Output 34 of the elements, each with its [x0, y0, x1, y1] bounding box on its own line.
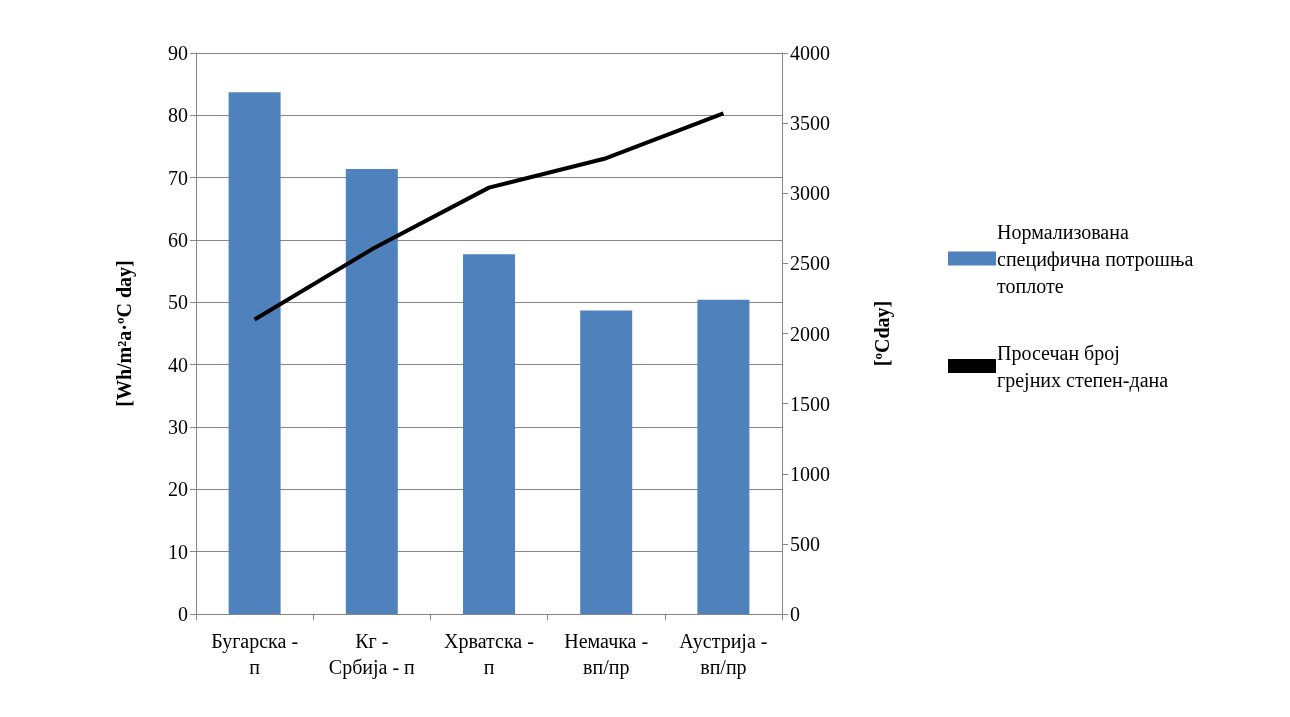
x-tick-label: Немачка - вп/пр: [564, 630, 649, 679]
bar: [463, 254, 515, 614]
y2-tick-label: 3000: [790, 182, 830, 205]
bar: [228, 92, 281, 614]
line-series: [252, 111, 726, 322]
y-tick-label: 0: [178, 603, 188, 625]
y2-tick-label: 2500: [790, 252, 830, 275]
y-tick-label: 70: [168, 166, 188, 189]
legend-label: Нормализована специфична потрошња топлоте: [997, 220, 1194, 297]
y-tick-label: 60: [168, 229, 188, 251]
y2-tick-label: 500: [790, 532, 820, 555]
bar: [697, 299, 750, 614]
y-tick-label: 40: [168, 353, 188, 376]
bar: [580, 310, 633, 614]
y2-tick-label: 1500: [790, 392, 830, 415]
y2-tick-label: 1000: [790, 462, 830, 485]
y-tick-label: 80: [168, 104, 188, 127]
y-tick-label: 30: [168, 416, 188, 438]
y2-tick-label: 3500: [790, 112, 830, 135]
y-tick-label: 50: [168, 291, 188, 314]
x-tick-label: Бугарска - п: [211, 630, 299, 678]
x-tick-label: Аустрија - вп/пр: [679, 630, 768, 679]
y-tick-label: 10: [168, 540, 188, 563]
y2-axis-title: [ºCday]: [871, 300, 894, 367]
y-tick-label: 90: [168, 42, 188, 64]
x-tick-label: Кг - Србија - п: [328, 630, 416, 679]
bar: [345, 168, 398, 614]
x-tick-label: Хрватска - п: [444, 630, 534, 678]
legend-label: Просечан број грејних степен-дана: [997, 341, 1169, 392]
y-axis-title: [Wh/m²a·ºC day]: [113, 260, 136, 407]
y2-tick-label: 4000: [790, 42, 830, 64]
y-tick-label: 20: [168, 478, 188, 501]
y2-tick-label: 2000: [790, 322, 830, 345]
y2-tick-label: 0: [790, 603, 800, 625]
